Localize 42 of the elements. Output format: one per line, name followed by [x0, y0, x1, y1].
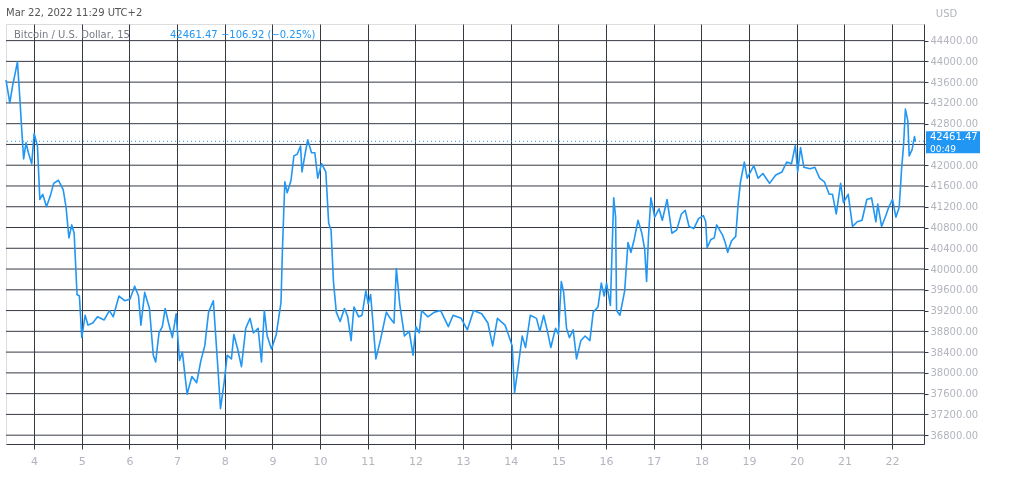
y-tick-label: 37200.00: [930, 408, 979, 420]
y-tick-label: 38000.00: [930, 367, 979, 379]
y-tick-label: 39200.00: [930, 305, 979, 317]
y-tick-label: 42000.00: [930, 159, 979, 171]
x-tick-label: 4: [31, 454, 39, 468]
y-tick-label: 40800.00: [930, 222, 979, 234]
y-tick-label: 40400.00: [930, 242, 979, 254]
y-tick-label: 37600.00: [930, 388, 979, 400]
y-tick-label: 40000.00: [930, 263, 979, 275]
x-tick-label: 5: [78, 454, 86, 468]
y-tick-label: 44400.00: [930, 35, 979, 47]
x-tick-label: 12: [408, 454, 423, 468]
y-tick-label: 41600.00: [930, 180, 979, 192]
text: 00:49: [930, 144, 957, 155]
x-tick-label: 19: [742, 454, 757, 468]
x-tick-label: 16: [599, 454, 614, 468]
x-tick-label: 21: [837, 454, 852, 468]
x-tick-label: 14: [504, 454, 519, 468]
y-tick-label: 36800.00: [930, 429, 979, 441]
x-tick-label: 18: [694, 454, 709, 468]
x-tick-label: 8: [221, 454, 229, 468]
ref-line-label: 42461.47: [930, 131, 978, 143]
text: Mar 22, 2022 11:29 UTC+2: [6, 7, 143, 18]
y-tick-label: 41200.00: [930, 201, 979, 213]
y-tick-label: 42800.00: [930, 118, 979, 130]
x-tick-label: 7: [174, 454, 182, 468]
y-tick-label: 38400.00: [930, 346, 979, 358]
y-axis-title: USD: [935, 7, 958, 19]
x-tick-label: 6: [126, 454, 134, 468]
x-tick-label: 15: [551, 454, 566, 468]
x-tick-label: 9: [269, 454, 277, 468]
y-tick-label: 44000.00: [930, 55, 979, 67]
y-tick-label: 43600.00: [930, 76, 979, 88]
x-tick-label: 13: [456, 454, 471, 468]
x-tick-label: 17: [647, 454, 662, 468]
y-tick-label: 39600.00: [930, 284, 979, 296]
y-tick-label: 38800.00: [930, 325, 979, 337]
x-tick-label: 11: [361, 454, 376, 468]
x-tick-label: 22: [885, 454, 900, 468]
x-tick-label: 10: [313, 454, 328, 468]
y-tick-label: 43200.00: [930, 97, 979, 109]
x-tick-label: 20: [790, 454, 805, 468]
